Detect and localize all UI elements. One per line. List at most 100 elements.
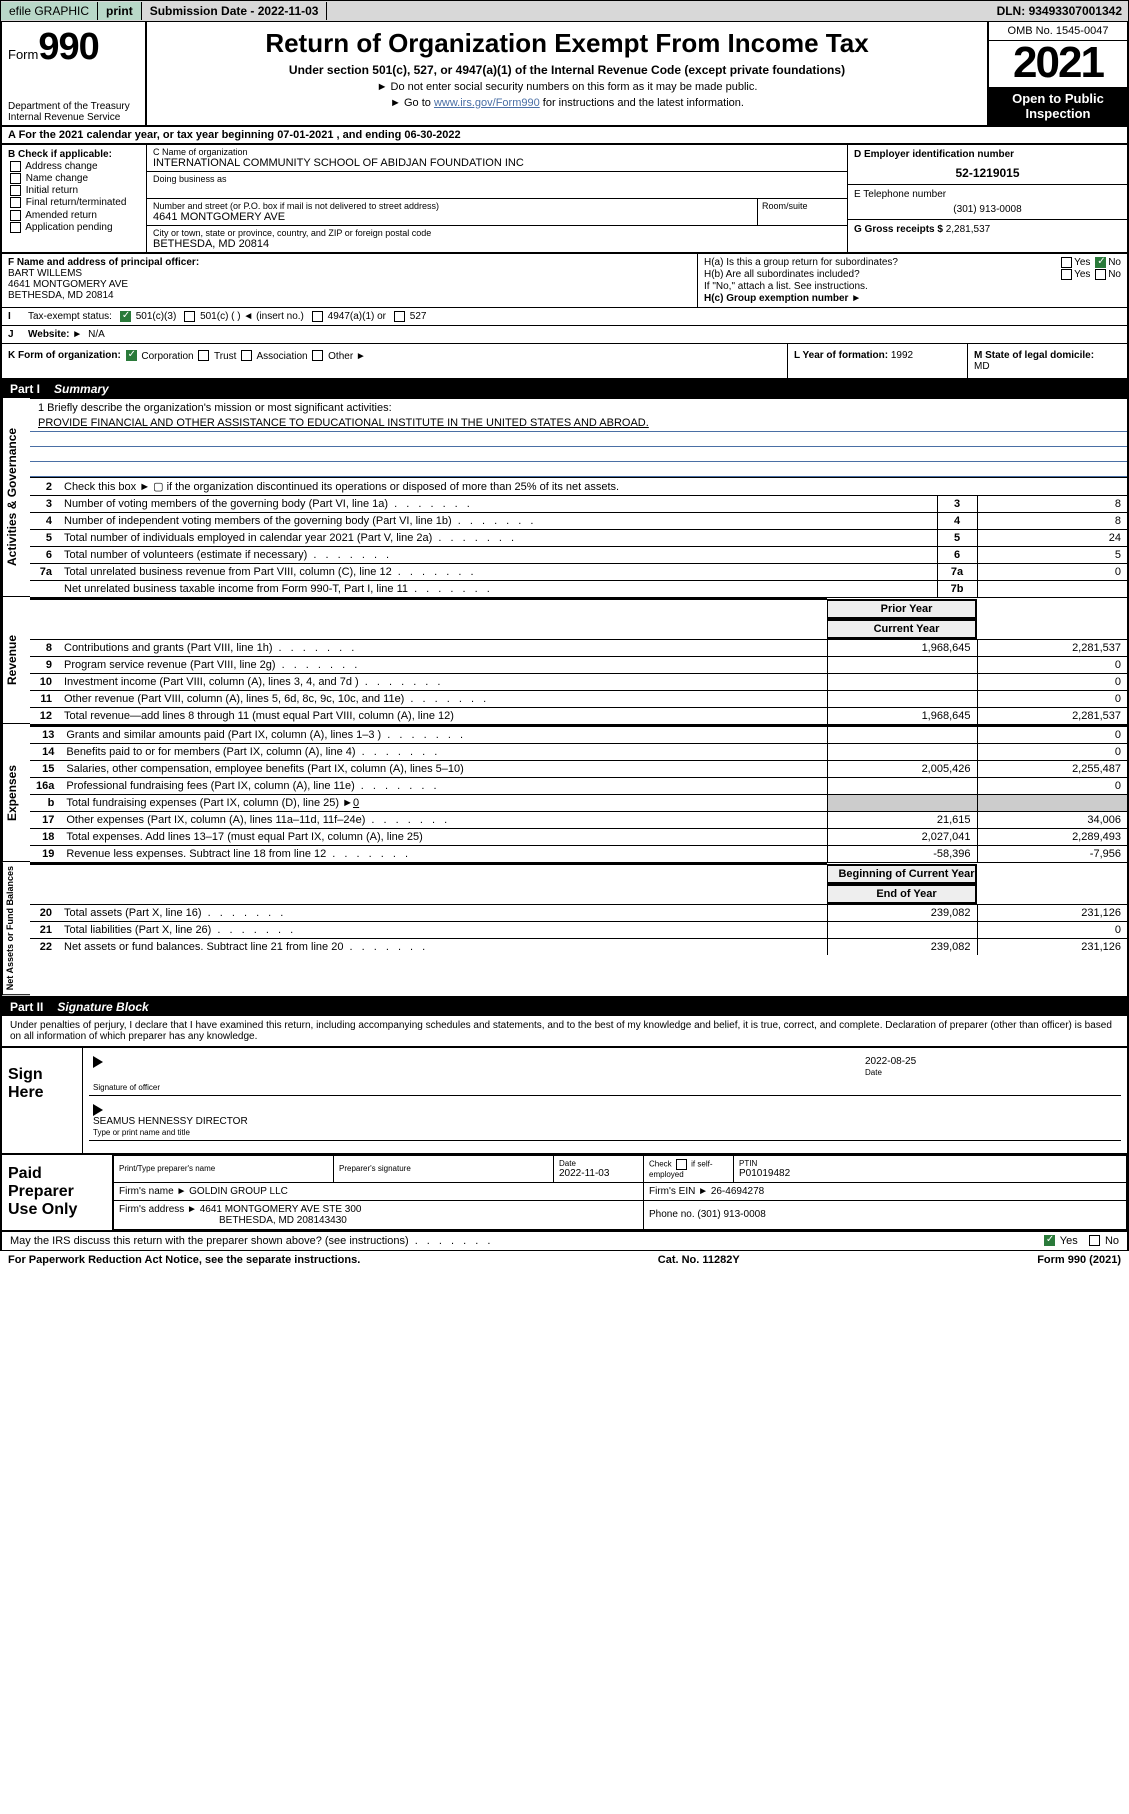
sig-name: SEAMUS HENNESSY DIRECTOR Type or print n… [89, 1102, 1121, 1141]
line-8: Contributions and grants (Part VIII, lin… [58, 640, 827, 657]
form-header: Form990 Department of the Treasury Inter… [0, 22, 1129, 127]
i-label: Tax-exempt status: [28, 311, 112, 322]
exp-table: 13Grants and similar amounts paid (Part … [30, 725, 1127, 862]
form-ref: Form 990 (2021) [1037, 1254, 1121, 1266]
k-opt[interactable]: Association [239, 351, 307, 362]
efile-btn[interactable]: efile GRAPHIC [1, 2, 98, 20]
sign-here-block: Sign Here Signature of officer 2022-08-2… [0, 1048, 1129, 1155]
line-16a: Professional fundraising fees (Part IX, … [60, 778, 827, 795]
entity-block: B Check if applicable: Address change Na… [0, 145, 1129, 254]
row-i: I Tax-exempt status: 501(c)(3) 501(c) ( … [0, 308, 1129, 326]
line-15: Salaries, other compensation, employee b… [60, 761, 827, 778]
i-opt[interactable]: 4947(a)(1) or [310, 311, 386, 322]
line-7a: Total unrelated business revenue from Pa… [58, 564, 937, 581]
line-20: Total assets (Part X, line 16) [58, 905, 827, 922]
line-10: Investment income (Part VIII, column (A)… [58, 674, 827, 691]
dba: Doing business as [147, 172, 847, 199]
line-11: Other revenue (Part VIII, column (A), li… [58, 691, 827, 708]
j-val: N/A [88, 329, 105, 340]
sect-revenue: Revenue Prior YearCurrent Year 8Contribu… [0, 597, 1129, 724]
rev-table: Prior YearCurrent Year 8Contributions an… [30, 598, 1127, 724]
line-14: Benefits paid to or for members (Part IX… [60, 744, 827, 761]
b-opt[interactable]: Name change [8, 173, 140, 184]
row-a: A For the 2021 calendar year, or tax yea… [0, 127, 1129, 145]
box-k: K Form of organization: Corporation Trus… [2, 344, 787, 378]
box-f: F Name and address of principal officer:… [2, 254, 697, 307]
triangle-icon [93, 1104, 103, 1116]
hb-answer[interactable]: Yes No [1059, 269, 1121, 280]
i-opt[interactable]: 501(c) ( ) ◄ (insert no.) [182, 311, 304, 322]
line-2: Check this box ► ▢ if the organization d… [58, 478, 1127, 496]
box-m: M State of legal domicile:MD [967, 344, 1127, 378]
b-opt[interactable]: Application pending [8, 222, 140, 233]
paid-preparer-label: Paid Preparer Use Only [2, 1155, 112, 1230]
part2-bar: Part IISignature Block [0, 998, 1129, 1016]
form-number: Form990 [8, 26, 139, 69]
b-opt[interactable]: Amended return [8, 210, 140, 221]
footer: For Paperwork Reduction Act Notice, see … [0, 1251, 1129, 1269]
line-7b: Net unrelated business taxable income fr… [58, 581, 937, 598]
hdr-prior: Prior Year [827, 599, 977, 619]
sig-date: 2022-08-25 Date [861, 1054, 1121, 1096]
b-label: B Check if applicable: [8, 149, 140, 160]
line-21: Total liabilities (Part X, line 26) [58, 922, 827, 939]
sign-here-label: Sign Here [2, 1048, 82, 1153]
toolbar: efile GRAPHIC print Submission Date - 20… [0, 0, 1129, 22]
sect-netassets: Net Assets or Fund Balances Beginning of… [0, 862, 1129, 997]
print-btn[interactable]: print [98, 2, 142, 20]
b-opt[interactable]: Initial return [8, 185, 140, 196]
cat-no: Cat. No. 11282Y [658, 1254, 740, 1266]
org-name: C Name of organization INTERNATIONAL COM… [147, 145, 847, 172]
hdr-boy: Beginning of Current Year [827, 864, 977, 884]
prep-table: Print/Type preparer's name Preparer's si… [113, 1155, 1127, 1230]
sect-expenses: Expenses 13Grants and similar amounts pa… [0, 724, 1129, 862]
city-row: City or town, state or province, country… [147, 226, 847, 252]
vlabel-gov: Activities & Governance [2, 398, 30, 597]
k-opt[interactable]: Other ► [310, 351, 365, 362]
gross-receipts: G Gross receipts $ 2,281,537 [848, 220, 1127, 252]
line-22: Net assets or fund balances. Subtract li… [58, 939, 827, 956]
box-h: H(a) Is this a group return for subordin… [697, 254, 1127, 307]
vlabel-exp: Expenses [2, 724, 30, 862]
line-19: Revenue less expenses. Subtract line 18 … [60, 846, 827, 863]
address-row: Number and street (or P.O. box if mail i… [147, 199, 847, 226]
sect-governance: Activities & Governance 1 Briefly descri… [0, 398, 1129, 597]
line-5: Total number of individuals employed in … [58, 530, 937, 547]
irs-link[interactable]: www.irs.gov/Form990 [434, 97, 540, 109]
ha-answer[interactable]: Yes No [1059, 257, 1121, 268]
vlabel-na: Net Assets or Fund Balances [2, 862, 30, 995]
line-9: Program service revenue (Part VIII, line… [58, 657, 827, 674]
hdr-eoy: End of Year [827, 884, 977, 904]
b-opt[interactable]: Final return/terminated [8, 197, 140, 208]
k-opt[interactable]: Corporation [124, 351, 194, 362]
na-table: Beginning of Current YearEnd of Year 20T… [30, 863, 1127, 955]
hdr-mid: Return of Organization Exempt From Incom… [147, 22, 987, 125]
k-opt[interactable]: Trust [196, 351, 236, 362]
note2: ► Go to www.irs.gov/Form990 for instruct… [157, 97, 977, 109]
box-l: L Year of formation: 1992 [787, 344, 967, 378]
row-klm: K Form of organization: Corporation Trus… [0, 344, 1129, 380]
line-17: Other expenses (Part IX, column (A), lin… [60, 812, 827, 829]
line-6: Total number of volunteers (estimate if … [58, 547, 937, 564]
mission-blank [30, 447, 1127, 462]
line-12: Total revenue—add lines 8 through 11 (mu… [58, 708, 827, 725]
row-j: J Website: ► N/A [0, 326, 1129, 344]
b-opt[interactable]: Address change [8, 161, 140, 172]
tax-year: 2021 [989, 41, 1127, 87]
vlabel-rev: Revenue [2, 597, 30, 724]
j-label: Website: ► [28, 329, 82, 340]
sig-officer[interactable]: Signature of officer [89, 1054, 861, 1096]
i-opt[interactable]: 527 [392, 311, 426, 322]
subdate: Submission Date - 2022-11-03 [142, 2, 328, 20]
sig-intro: Under penalties of perjury, I declare th… [0, 1016, 1129, 1048]
i-opt[interactable]: 501(c)(3) [118, 311, 176, 322]
may-label: May the IRS discuss this return with the… [10, 1235, 493, 1247]
may-answer[interactable]: Yes No [1042, 1235, 1119, 1247]
dept: Department of the Treasury [8, 101, 139, 112]
irs: Internal Revenue Service [8, 112, 139, 123]
triangle-icon [93, 1056, 103, 1068]
box-b: B Check if applicable: Address change Na… [2, 145, 147, 252]
room-suite: Room/suite [757, 199, 847, 225]
entity-right: D Employer identification number 52-1219… [847, 145, 1127, 252]
line-4: Number of independent voting members of … [58, 513, 937, 530]
